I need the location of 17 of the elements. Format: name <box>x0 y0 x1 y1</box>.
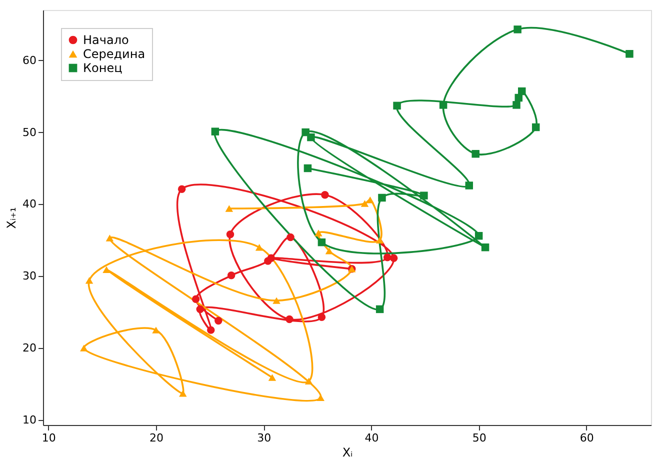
y-axis-title: Xᵢ₊₁ <box>4 207 19 229</box>
legend-label: Середина <box>83 47 146 61</box>
x-tick-label: 60 <box>580 432 594 444</box>
y-tick-label: 20 <box>22 342 36 355</box>
x-axis-title: Xᵢ <box>342 446 353 460</box>
y-tick-label: 40 <box>22 198 36 211</box>
y-tick-label: 10 <box>22 413 36 426</box>
x-tick-label: 40 <box>364 432 379 444</box>
y-tick-label: 60 <box>22 54 36 67</box>
x-tick-label: 10 <box>42 432 56 444</box>
x-tick-label: 50 <box>472 432 486 444</box>
legend-label: Начало <box>83 33 129 47</box>
y-tick-label: 30 <box>22 270 36 283</box>
x-tick-label: 30 <box>257 432 272 444</box>
legend-label: Конец <box>83 61 122 75</box>
y-tick-label: 50 <box>22 126 36 139</box>
x-tick-label: 20 <box>149 432 164 444</box>
